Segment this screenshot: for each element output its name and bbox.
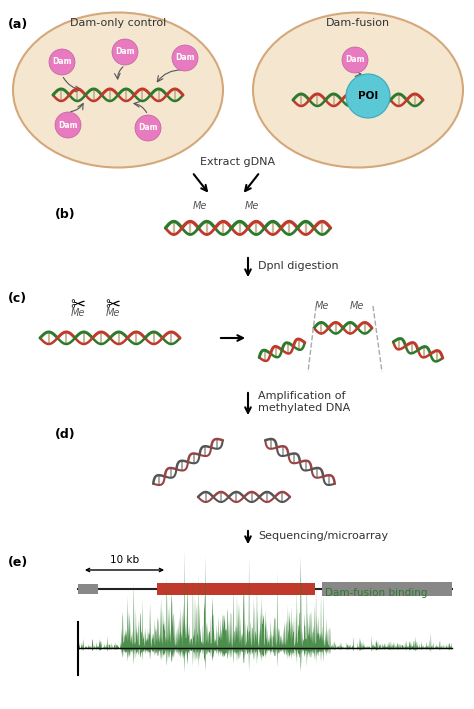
Text: Dam-fusion binding: Dam-fusion binding (325, 588, 428, 598)
Text: Me: Me (106, 308, 120, 318)
Text: (e): (e) (8, 556, 28, 569)
Ellipse shape (13, 13, 223, 167)
Text: Me: Me (245, 201, 259, 211)
Text: Dam: Dam (345, 55, 365, 65)
Text: Dam-only control: Dam-only control (70, 18, 166, 28)
Circle shape (135, 115, 161, 141)
Text: Dam: Dam (58, 121, 78, 130)
Bar (78, 584, 98, 594)
Circle shape (342, 47, 368, 73)
Text: Me: Me (315, 301, 329, 311)
Text: Dam: Dam (175, 53, 195, 62)
Text: (d): (d) (55, 428, 76, 441)
Circle shape (112, 39, 138, 65)
Text: (c): (c) (8, 292, 27, 305)
Ellipse shape (253, 13, 463, 167)
Circle shape (55, 112, 81, 138)
Text: Amplification of
methylated DNA: Amplification of methylated DNA (258, 391, 350, 413)
Text: Me: Me (193, 201, 207, 211)
Text: Me: Me (71, 308, 85, 318)
Text: POI: POI (358, 91, 378, 101)
Text: Extract gDNA: Extract gDNA (201, 157, 275, 167)
Text: ✂: ✂ (105, 296, 120, 314)
Text: Dam: Dam (115, 48, 135, 57)
Text: Dpnl digestion: Dpnl digestion (258, 261, 338, 271)
Circle shape (172, 45, 198, 71)
Circle shape (49, 49, 75, 75)
Bar (322, 582, 452, 596)
Text: Dam: Dam (52, 57, 72, 67)
Text: (a): (a) (8, 18, 28, 31)
Text: Sequencing/microarray: Sequencing/microarray (258, 531, 388, 541)
Text: Dam-fusion: Dam-fusion (326, 18, 390, 28)
Text: Dam: Dam (138, 123, 158, 133)
Bar (157, 583, 315, 595)
Text: ✂: ✂ (71, 296, 86, 314)
Text: (b): (b) (55, 208, 76, 221)
Text: 10 kb: 10 kb (110, 555, 139, 565)
Circle shape (346, 74, 390, 118)
Text: Me: Me (350, 301, 364, 311)
